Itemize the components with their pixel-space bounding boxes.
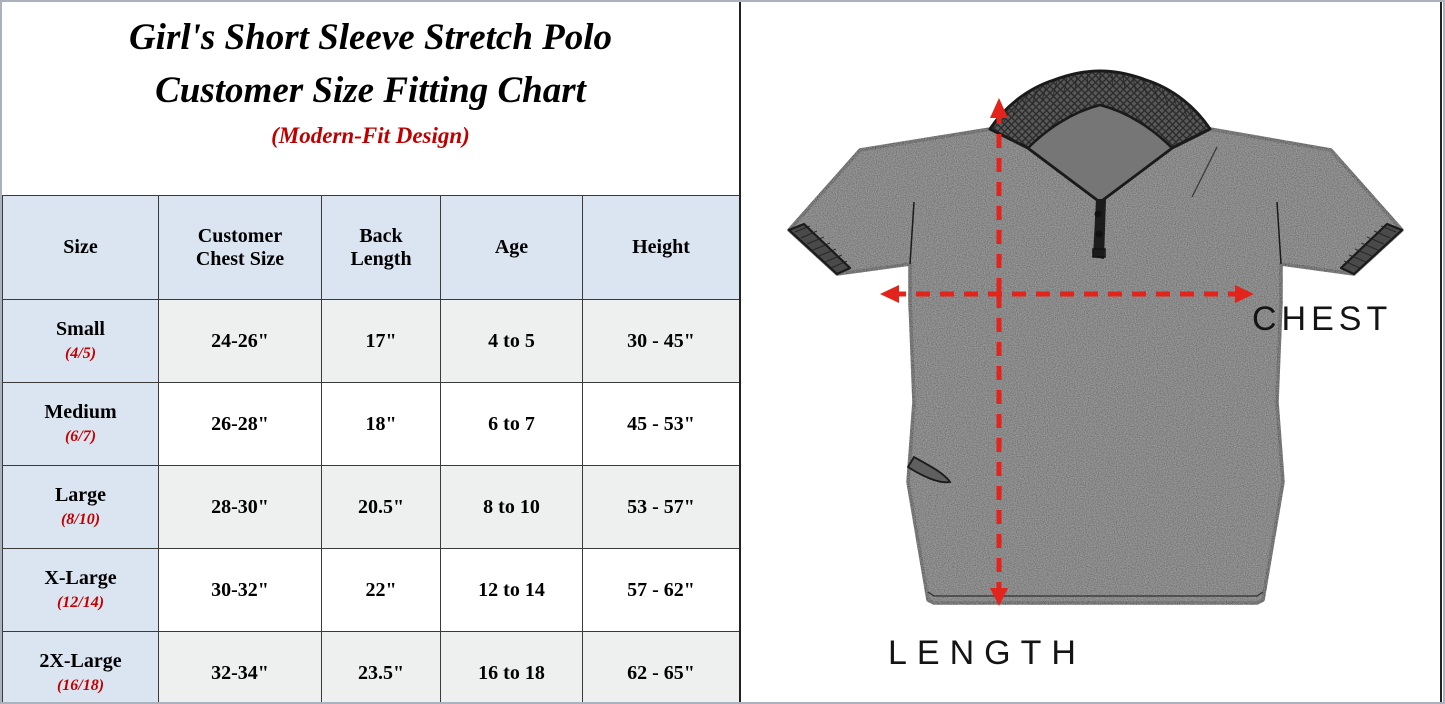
svg-text:LENGTH: LENGTH xyxy=(888,634,1086,672)
svg-text:CHEST: CHEST xyxy=(1252,300,1392,338)
